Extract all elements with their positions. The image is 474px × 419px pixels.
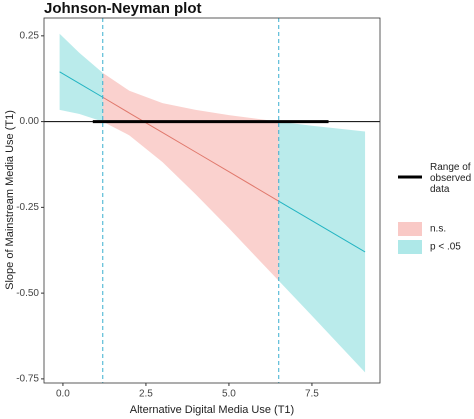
legend-label: p < .05 xyxy=(430,242,461,253)
legend-swatch xyxy=(398,222,422,236)
legend-swatch xyxy=(398,240,422,254)
slope-line xyxy=(59,71,104,98)
slope-line xyxy=(102,96,279,202)
confidence-band xyxy=(59,33,103,122)
panel-border xyxy=(43,17,381,384)
y-tick-label: -0.75 xyxy=(16,374,39,385)
legend-label: n.s. xyxy=(430,224,446,235)
y-tick-label: 0.00 xyxy=(20,116,40,127)
legend-label: Range of observed data xyxy=(430,162,472,195)
x-tick-label: 0.0 xyxy=(56,389,70,400)
confidence-band xyxy=(278,121,366,373)
chart-title: Johnson-Neyman plot xyxy=(44,0,202,17)
x-axis-label: Alternative Digital Media Use (T1) xyxy=(130,404,294,416)
y-tick-label: -0.50 xyxy=(16,288,39,299)
x-tick-label: 5.0 xyxy=(222,389,236,400)
slope-line xyxy=(278,200,366,253)
y-tick-label: -0.25 xyxy=(16,202,39,213)
y-tick-label: 0.25 xyxy=(20,30,40,41)
x-tick-label: 7.5 xyxy=(305,389,319,400)
x-tick-label: 2.5 xyxy=(139,389,153,400)
y-axis-label: Slope of Mainstream Media Use (T1) xyxy=(4,110,16,290)
confidence-band xyxy=(102,72,279,281)
